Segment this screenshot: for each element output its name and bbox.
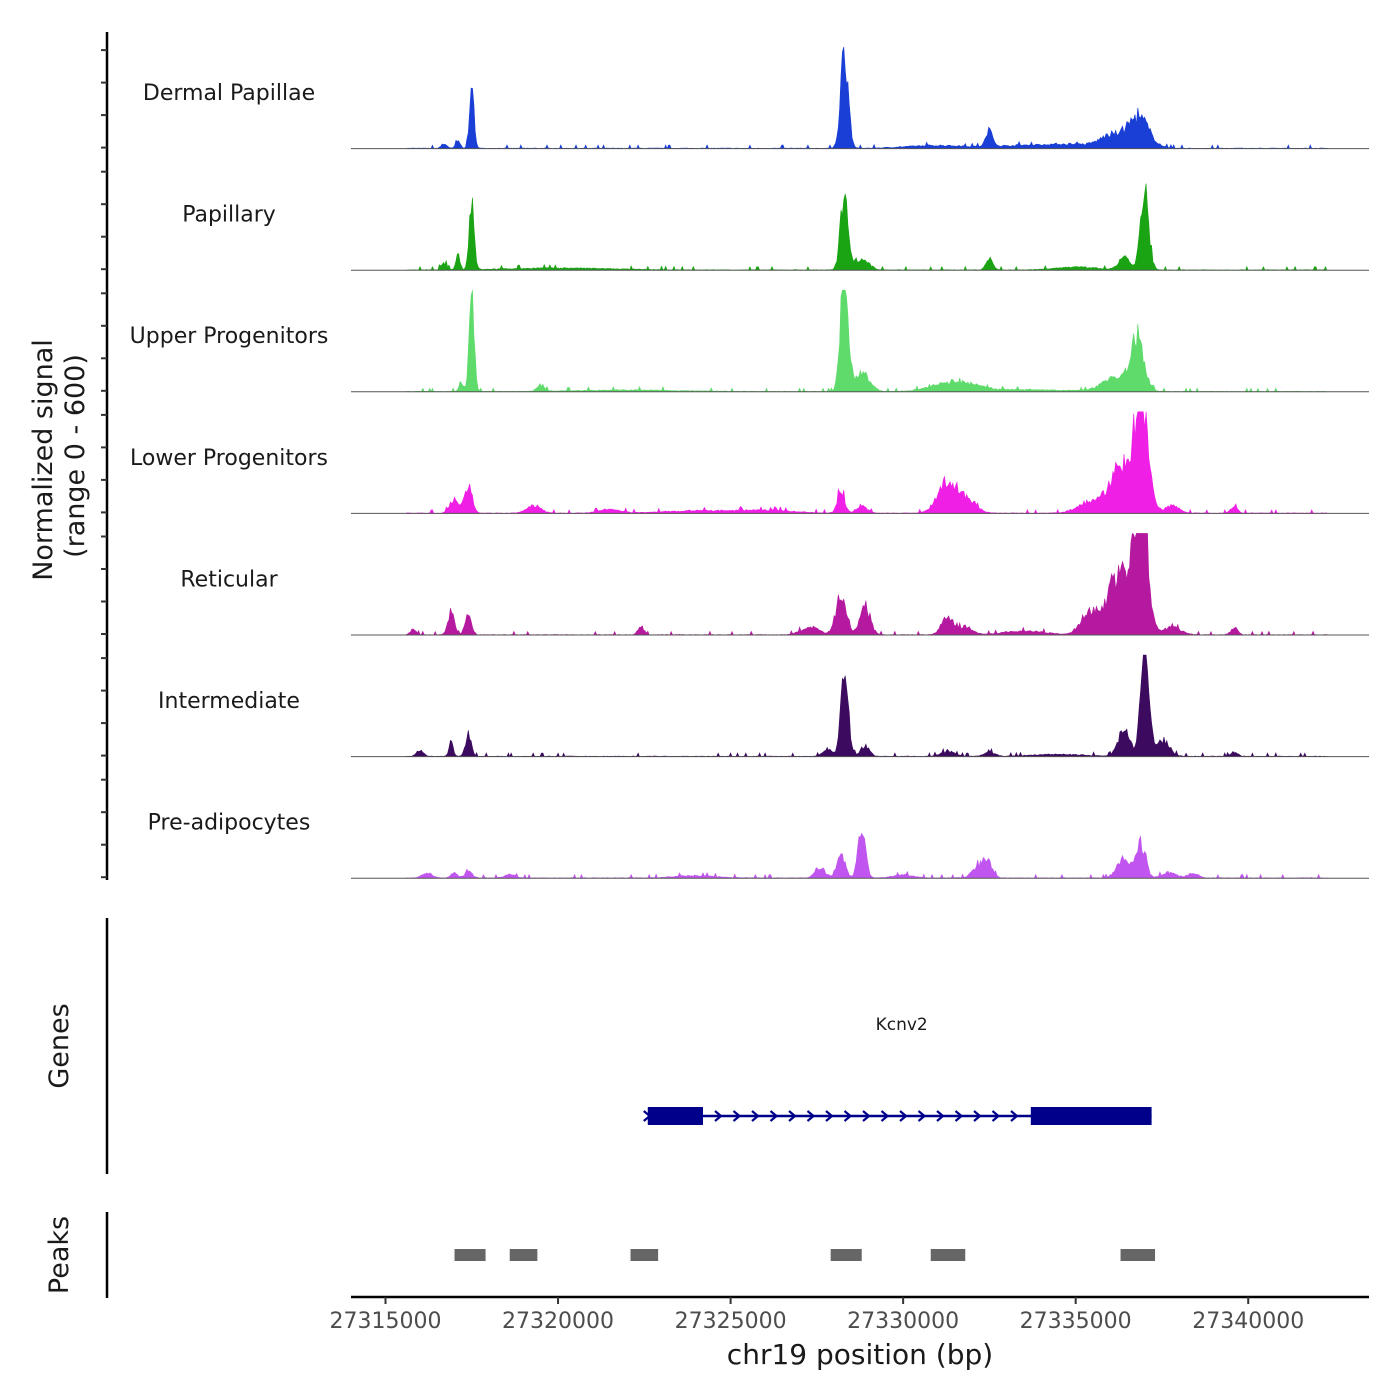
coverage-area: [405, 411, 1328, 514]
genes-panel-label: Genes: [44, 1003, 75, 1088]
strand-arrow: [714, 1110, 723, 1122]
strand-arrow: [880, 1110, 890, 1122]
track-label: Intermediate: [158, 689, 300, 714]
y-axis-title-line1: Normalized signal: [28, 339, 59, 581]
y-axis-title: Normalized signal (range 0 - 600): [28, 339, 91, 581]
coverage-area: [405, 832, 1328, 879]
track-intermediate: Intermediate: [158, 654, 1369, 758]
x-tick-label: 27315000: [330, 1309, 442, 1334]
coverage-axis-ticks: [101, 49, 107, 879]
strand-arrow: [843, 1110, 853, 1122]
peaks-panel-label: Peaks: [44, 1216, 75, 1294]
coverage-y-axis: [101, 32, 109, 880]
strand-arrow: [825, 1110, 834, 1122]
y-axis-title-line2: (range 0 - 600): [60, 354, 91, 558]
gene-exon: [647, 1107, 703, 1125]
strand-arrow: [751, 1110, 760, 1122]
peak-region: [630, 1249, 659, 1261]
coverage-area: [405, 532, 1329, 636]
gene-kcnv2: Kcnv2: [643, 1015, 1152, 1125]
strand-arrow: [806, 1110, 816, 1122]
strand-arrow: [769, 1110, 779, 1122]
track-upper-progenitors: Upper Progenitors: [130, 289, 1369, 393]
gene-models: Kcnv2: [643, 1015, 1152, 1125]
peak-region: [1120, 1249, 1156, 1261]
coverage-area: [406, 46, 1328, 150]
track-label: Papillary: [182, 203, 276, 228]
track-label: Pre-adipocytes: [148, 811, 311, 836]
track-lower-progenitors: Lower Progenitors: [130, 411, 1369, 514]
x-tick-label: 27330000: [847, 1309, 959, 1334]
track-label: Lower Progenitors: [130, 446, 328, 471]
strand-arrow: [973, 1110, 982, 1122]
strand-arrow: [788, 1110, 797, 1122]
peaks-panel: Peaks: [44, 1212, 1156, 1298]
track-label: Dermal Papillae: [143, 81, 315, 106]
strand-arrow: [917, 1110, 927, 1122]
peak-regions: [454, 1249, 1156, 1261]
peak-region: [454, 1249, 486, 1261]
gene-exon: [1030, 1107, 1152, 1125]
peak-region: [930, 1249, 966, 1261]
track-reticular: Reticular: [180, 532, 1369, 636]
x-axis: 27315000 27320000 27325000 27330000 27335000…: [330, 1295, 1369, 1371]
coverage-area: [405, 654, 1328, 758]
coverage-area: [405, 289, 1328, 393]
strand-arrow: [1010, 1110, 1019, 1122]
strand-arrow: [936, 1110, 945, 1122]
strand-arrow: [899, 1110, 908, 1122]
x-tick-label: 27335000: [1020, 1309, 1132, 1334]
strand-arrow: [732, 1110, 742, 1122]
coverage-tracks: Dermal Papillae Papillary Upper Progenitor…: [130, 46, 1369, 879]
x-tick-label: 27340000: [1192, 1309, 1304, 1334]
strand-arrow: [954, 1110, 964, 1122]
track-pre-adipocytes: Pre-adipocytes: [148, 811, 1369, 879]
coverage-area: [405, 183, 1328, 271]
x-tick-label: 27325000: [675, 1309, 787, 1334]
gene-label: Kcnv2: [876, 1015, 928, 1035]
track-papillary: Papillary: [182, 183, 1369, 271]
x-tick-label: 27320000: [502, 1309, 614, 1334]
peak-region: [830, 1249, 862, 1261]
genes-panel: Genes Kcnv2: [44, 918, 1152, 1174]
peak-region: [509, 1249, 538, 1261]
track-label: Upper Progenitors: [130, 324, 329, 349]
x-axis-ticks: 27315000 27320000 27325000 27330000 27335000…: [330, 1297, 1304, 1334]
strand-arrow: [862, 1110, 871, 1122]
x-axis-title: chr19 position (bp): [727, 1338, 993, 1371]
strand-arrow: [991, 1110, 1001, 1122]
track-label: Reticular: [180, 567, 278, 592]
track-dermal-papillae: Dermal Papillae: [143, 46, 1369, 150]
